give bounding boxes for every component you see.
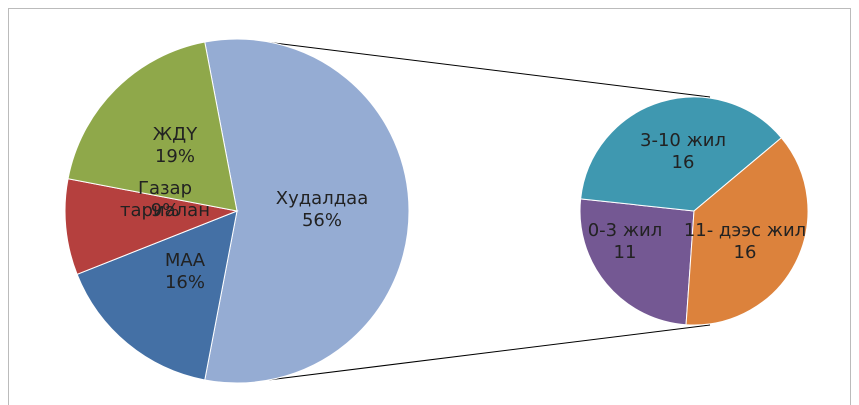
connector-line [257,40,711,98]
pie-slice [67,41,238,212]
connector-line [267,324,711,381]
pie-slice [685,137,809,326]
slice-value-label: 9% [150,200,180,221]
slice-value-label: 16 [671,152,695,173]
slice-category-label: 3-10 жил [640,130,726,151]
slice-category-label: Газар тариалан [120,178,210,221]
pie-slice [579,198,695,326]
slice-value-label: 56% [301,210,342,231]
slice-category-label: Худалдаа [275,188,369,209]
slice-value-label: 16% [164,272,205,293]
slice-category-label: ЖДҮ [152,124,198,145]
slice-category-label: МАА [164,250,206,271]
slice-value-label: 16 [733,242,757,263]
pie-slice [76,210,238,381]
slice-category-label: 11- дээс жил [683,220,807,241]
pie-slice [64,178,239,275]
slice-value-label: 11 [613,242,637,263]
chart-frame [8,8,851,405]
pie-slice [204,38,410,384]
slice-category-label: 0-3 жил [587,220,663,241]
pie-slice [580,96,783,212]
slice-value-label: 19% [154,146,195,167]
